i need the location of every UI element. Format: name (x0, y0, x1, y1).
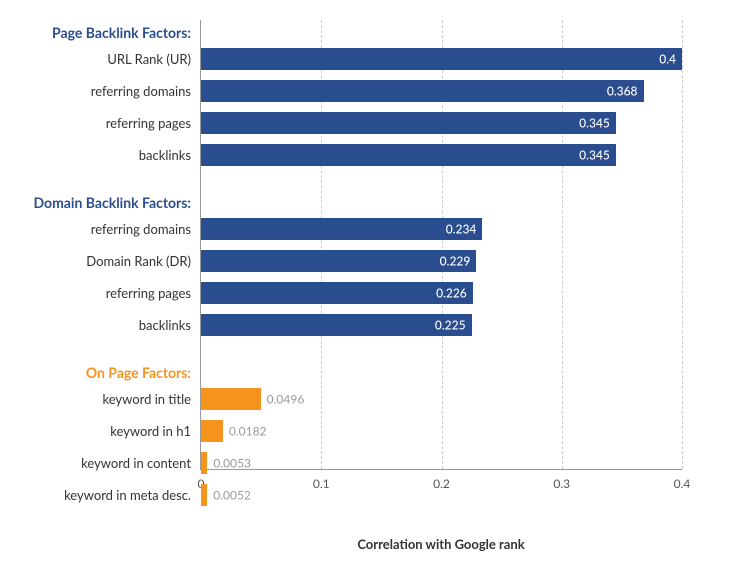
bar-value: 0.345 (579, 148, 610, 163)
bar (201, 420, 223, 442)
bar: 0.4 (201, 48, 682, 70)
bar: 0.226 (201, 282, 473, 304)
chart-container: 00.10.20.30.4Page Backlink Factors:URL R… (0, 0, 732, 570)
bar-value: 0.4 (659, 52, 676, 67)
bar-row: referring pages0.345 (201, 112, 682, 134)
bar-row: referring pages0.226 (201, 282, 682, 304)
bar-row: keyword in title0.0496 (201, 388, 682, 410)
bar-label: referring pages (106, 115, 191, 131)
bar-value: 0.225 (435, 318, 466, 333)
bar-value: 0.229 (440, 254, 471, 269)
bar: 0.234 (201, 218, 482, 240)
group-header: Page Backlink Factors: (52, 24, 191, 41)
x-axis-title: Correlation with Google rank (200, 536, 682, 552)
bar (201, 452, 207, 474)
bar-label: referring pages (106, 285, 191, 301)
bar-row: keyword in meta desc.0.0052 (201, 484, 682, 506)
plot-area: 00.10.20.30.4Page Backlink Factors:URL R… (200, 20, 682, 470)
bar (201, 388, 261, 410)
bar: 0.229 (201, 250, 476, 272)
bar-label: referring domains (91, 83, 191, 99)
bar-value: 0.368 (607, 84, 638, 99)
bar-row: Domain Rank (DR)0.229 (201, 250, 682, 272)
bar-row: URL Rank (UR)0.4 (201, 48, 682, 70)
bar-label: backlinks (139, 317, 191, 333)
bar-row: backlinks0.225 (201, 314, 682, 336)
bar-value: 0.0052 (213, 488, 251, 503)
group-header: Domain Backlink Factors: (33, 194, 191, 211)
bar-row: referring domains0.368 (201, 80, 682, 102)
bar-value: 0.0053 (213, 456, 251, 471)
bar-label: URL Rank (UR) (107, 51, 191, 67)
bar-value: 0.345 (579, 116, 610, 131)
bar-label: keyword in meta desc. (64, 487, 191, 503)
bar-row: keyword in content0.0053 (201, 452, 682, 474)
bar-row: referring domains0.234 (201, 218, 682, 240)
bar-label: keyword in h1 (110, 423, 191, 439)
bar (201, 484, 207, 506)
bar: 0.368 (201, 80, 644, 102)
bar-label: Domain Rank (DR) (86, 253, 191, 269)
bar-label: keyword in title (102, 391, 191, 407)
bar-label: backlinks (139, 147, 191, 163)
gridline (682, 20, 683, 469)
bar-row: backlinks0.345 (201, 144, 682, 166)
bar-value: 0.226 (436, 286, 467, 301)
bar-label: keyword in content (81, 455, 191, 471)
bar-label: referring domains (91, 221, 191, 237)
bar-value: 0.0496 (267, 392, 305, 407)
bar: 0.225 (201, 314, 472, 336)
bar-value: 0.0182 (229, 424, 267, 439)
bar-row: keyword in h10.0182 (201, 420, 682, 442)
bar: 0.345 (201, 112, 616, 134)
group-header: On Page Factors: (86, 364, 191, 381)
bar: 0.345 (201, 144, 616, 166)
bar-value: 0.234 (446, 222, 477, 237)
